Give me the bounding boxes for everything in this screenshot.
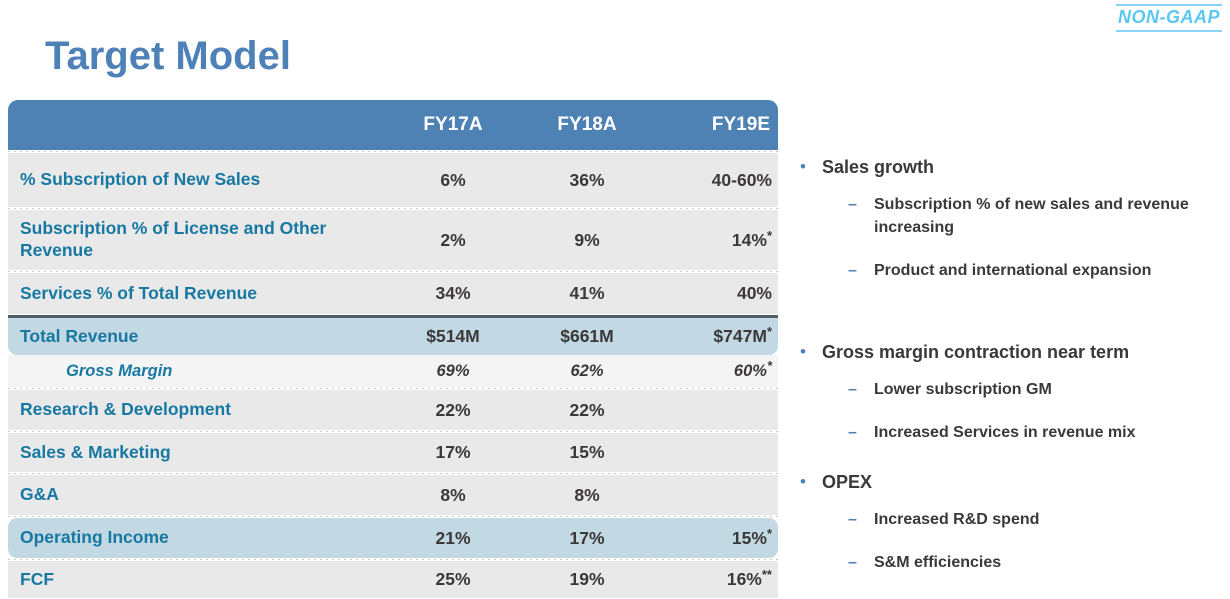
row-divider	[8, 150, 778, 153]
cell-fy18: 41%	[569, 283, 605, 303]
bullet-heading-text: OPEX	[822, 472, 873, 492]
column-header-fy17a: FY17A	[423, 114, 483, 135]
cell-fy18: 36%	[569, 169, 605, 190]
row-divider	[8, 515, 778, 518]
table-row-highlighted: Total Revenue $514M $661M $747M*	[8, 318, 778, 355]
table-header-row: FY17A FY18A FY19E	[8, 100, 778, 150]
footnote-marker: *	[766, 324, 772, 340]
cell-fy17: 6%	[440, 169, 466, 190]
cell-fy19: $747M*	[713, 324, 772, 346]
dash-icon: –	[848, 381, 857, 398]
cell-fy19: 60%*	[733, 358, 772, 380]
row-divider	[8, 430, 778, 433]
bullet-heading-text: Sales growth	[822, 157, 935, 177]
bullet-heading: • Sales growth	[800, 156, 1228, 178]
table-row-subrow: Gross Margin 69% 62% 60%*	[8, 355, 778, 387]
table-row: Services % of Total Revenue 34% 41% 40%	[8, 273, 778, 314]
bullet-group: • OPEX – Increased R&D spend – S&M effic…	[800, 471, 1228, 594]
cell-fy17: 21%	[435, 527, 471, 548]
row-label: % Subscription of New Sales	[20, 169, 261, 190]
row-divider	[8, 558, 778, 561]
cell-fy18: 8%	[574, 484, 600, 505]
cell-fy17: 2%	[440, 229, 466, 250]
row-label: Gross Margin	[66, 361, 173, 380]
cell-fy17: 69%	[436, 361, 470, 380]
row-label: Research & Development	[20, 399, 232, 420]
sub-bullet-text: Subscription % of new sales and revenue …	[874, 196, 1189, 236]
cell-fy18: 17%	[569, 527, 605, 548]
cell-fy17: 25%	[435, 569, 471, 589]
sub-bullet-text: Lower subscription GM	[874, 381, 1052, 398]
row-label: G&A	[20, 484, 59, 505]
cell-fy19: 15%*	[731, 525, 772, 548]
row-divider	[8, 472, 778, 475]
cell-fy18: 9%	[574, 229, 600, 250]
table-row: Subscription % of License and Other Reve…	[8, 210, 778, 270]
cell-fy17: 17%	[435, 442, 471, 462]
cell-fy17: 34%	[435, 283, 471, 303]
sub-bullet: – Increased Services in revenue mix	[848, 421, 1228, 444]
sub-bullet-text: Increased Services in revenue mix	[874, 424, 1136, 441]
dash-icon: –	[848, 511, 857, 528]
sub-bullet-text: S&M efficiencies	[874, 554, 1002, 571]
bullet-heading: • Gross margin contraction near term	[800, 341, 1228, 363]
sub-bullet: – Product and international expansion	[848, 259, 1228, 282]
dash-icon: –	[848, 262, 857, 279]
sub-bullet: – S&M efficiencies	[848, 551, 1228, 574]
row-label: Sales & Marketing	[20, 441, 171, 462]
table-row: Sales & Marketing 17% 15%	[8, 433, 778, 472]
table-row: G&A 8% 8%	[8, 475, 778, 515]
table-row: % Subscription of New Sales 6% 36% 40-60…	[8, 153, 778, 207]
row-label: FCF	[20, 568, 55, 589]
bullet-icon: •	[800, 157, 806, 176]
table-row: FCF 25% 19% 16%**	[8, 561, 778, 598]
table-row-highlighted: Operating Income 21% 17% 15%*	[8, 518, 778, 558]
cell-fy19: 16%**	[726, 567, 772, 589]
bullet-heading: • OPEX	[800, 471, 1228, 493]
cell-fy19: 14%*	[731, 227, 772, 250]
total-revenue-top-border	[8, 315, 778, 318]
sub-bullet: – Lower subscription GM	[848, 378, 1228, 401]
cell-fy18: 22%	[569, 399, 605, 420]
target-model-table: FY17A FY18A FY19E % Subscription of New …	[8, 100, 778, 599]
footnote-marker: **	[761, 567, 772, 583]
dash-icon: –	[848, 554, 857, 571]
page-title: Target Model	[45, 34, 291, 78]
footnote-marker: *	[766, 358, 772, 373]
sub-bullet-text: Product and international expansion	[874, 262, 1152, 279]
sub-bullet: – Increased R&D spend	[848, 508, 1228, 531]
sub-bullet-text: Increased R&D spend	[874, 511, 1040, 528]
bullet-icon: •	[800, 342, 806, 361]
non-gaap-badge: NON-GAAP	[1116, 4, 1222, 32]
row-divider	[8, 387, 778, 390]
table-row: Research & Development 22% 22%	[8, 390, 778, 430]
row-label: Services % of Total Revenue	[20, 282, 257, 303]
bullet-group: • Sales growth – Subscription % of new s…	[800, 156, 1228, 302]
cell-fy18: $661M	[560, 326, 614, 346]
cell-fy18: 19%	[569, 569, 605, 589]
footnote-marker: *	[766, 525, 772, 541]
cell-fy18: 15%	[569, 442, 605, 462]
row-label: Total Revenue	[20, 325, 139, 346]
footnote-marker: *	[766, 227, 772, 243]
row-divider	[8, 207, 778, 210]
cell-fy17: $514M	[426, 326, 480, 346]
row-divider	[8, 270, 778, 273]
cell-fy17: 8%	[440, 484, 466, 505]
bullet-heading-text: Gross margin contraction near term	[822, 342, 1130, 362]
cell-fy17: 22%	[435, 399, 471, 420]
column-header-fy19e: FY19E	[711, 114, 770, 135]
row-label: Operating Income	[20, 527, 169, 548]
cell-fy19: 40-60%	[711, 169, 772, 190]
dash-icon: –	[848, 424, 857, 441]
row-label: Subscription % of License and Other Reve…	[20, 218, 327, 260]
cell-fy19: 40%	[736, 283, 772, 303]
cell-fy18: 62%	[570, 361, 604, 380]
column-header-fy18a: FY18A	[557, 114, 617, 135]
sub-bullet: – Subscription % of new sales and revenu…	[848, 193, 1228, 239]
bullet-icon: •	[800, 472, 806, 491]
bullet-group: • Gross margin contraction near term – L…	[800, 341, 1228, 464]
dash-icon: –	[848, 196, 857, 213]
